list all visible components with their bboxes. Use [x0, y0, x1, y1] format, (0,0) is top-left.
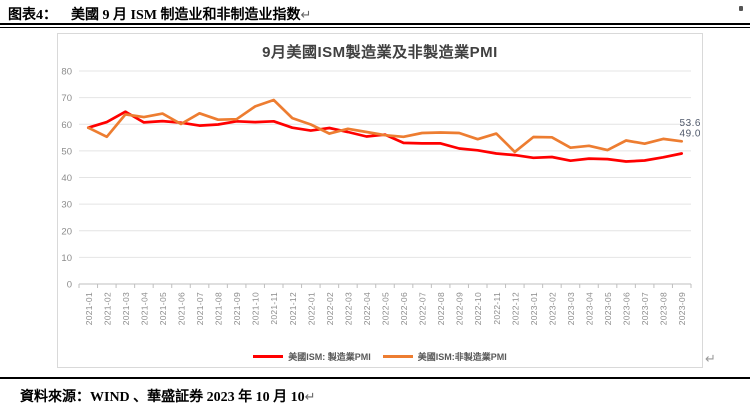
figure-header: 图表4： 美國 9 月 ISM 制造业和非制造业指数↵	[8, 4, 311, 24]
source-note: 資料來源：WIND 、華盛証券 2023 年 10 月 10↵	[20, 386, 316, 406]
chart-return-mark-icon: ↵	[705, 351, 716, 366]
chart-title: 9月美國ISM製造業及非製造業PMI	[262, 44, 498, 61]
chart-plot: 0 10 20 30 40 50 60 70 80 2021-01 2021-02 2021-03 20…	[61, 67, 701, 326]
legend-item: 美國ISM: 製造業PMI	[253, 350, 371, 363]
figure-number-label: 图表4：	[8, 8, 57, 23]
x-tick-label: 2022-02	[325, 292, 335, 325]
y-tick-label: 50	[61, 146, 72, 157]
x-tick-label: 2022-08	[436, 292, 446, 325]
y-tick-label: 70	[61, 93, 72, 104]
legend-label: 美國ISM:非製造業PMI	[417, 352, 507, 362]
x-tick-label: 2022-07	[418, 292, 428, 325]
x-tick-label: 2023-04	[585, 292, 595, 325]
x-tick-label: 2023-06	[622, 292, 632, 325]
return-mark-icon: ↵	[300, 7, 312, 22]
x-tick-label: 2023-03	[566, 292, 576, 325]
x-tick-label: 2022-09	[455, 292, 465, 325]
legend-label: 美國ISM: 製造業PMI	[288, 352, 371, 362]
legend-line-swatch	[253, 355, 284, 358]
figure-title: 美國 9 月 ISM 制造业和非制造业指数	[71, 8, 301, 23]
x-tick-label: 2021-12	[288, 292, 298, 325]
footer-divider	[0, 377, 750, 379]
x-tick-label: 2023-01	[529, 292, 539, 325]
x-tick-label: 2021-03	[121, 292, 131, 325]
y-tick-label: 40	[61, 173, 72, 184]
x-tick-label: 2022-11	[492, 292, 502, 325]
y-tick-label: 0	[67, 280, 72, 291]
x-tick-label: 2023-09	[677, 292, 687, 325]
y-tick-label: 60	[61, 120, 72, 131]
x-tick-label: 2023-07	[640, 292, 650, 325]
x-tick-label: 2022-04	[362, 292, 372, 325]
x-tick-label: 2021-06	[177, 292, 187, 325]
series-line	[86, 110, 684, 163]
x-tick-label: 2022-03	[343, 292, 353, 325]
y-tick-label: 80	[61, 67, 72, 78]
x-tick-label: 2021-01	[84, 292, 94, 325]
series-line	[86, 98, 684, 154]
series-end-value-label: 49.0	[680, 129, 701, 140]
chart-figure: 9月美國ISM製造業及非製造業PMI 0 10 20 30 40 50 60 70 80 2021…	[57, 33, 703, 368]
y-tick-label: 30	[61, 200, 72, 211]
header-divider	[0, 23, 750, 28]
x-tick-label: 2021-09	[232, 292, 242, 325]
x-tick-label: 2022-05	[381, 292, 391, 325]
y-tick-label: 20	[61, 226, 72, 237]
page-corner-mark	[739, 6, 743, 11]
x-tick-label: 2022-06	[399, 292, 409, 325]
chart-legend: 美國ISM: 製造業PMI 美國ISM:非製造業PMI	[58, 350, 702, 363]
x-tick-label: 2021-04	[139, 292, 149, 325]
footer-return-mark-icon: ↵	[304, 389, 316, 404]
x-tick-label: 2021-07	[195, 292, 205, 325]
source-text: 資料來源：WIND 、華盛証券 2023 年 10 月 10	[20, 390, 305, 405]
x-tick-label: 2021-05	[158, 292, 168, 325]
y-tick-label: 10	[61, 253, 72, 264]
series-end-value-label: 53.6	[680, 118, 701, 129]
x-tick-label: 2023-08	[659, 292, 669, 325]
x-tick-label: 2021-02	[102, 292, 112, 325]
legend-line-swatch	[382, 355, 413, 358]
x-tick-label: 2022-12	[510, 292, 520, 325]
x-tick-label: 2023-05	[603, 292, 613, 325]
x-tick-label: 2022-01	[306, 292, 316, 325]
x-tick-label: 2023-02	[547, 292, 557, 325]
x-tick-label: 2022-10	[473, 292, 483, 325]
x-tick-label: 2021-10	[251, 292, 261, 325]
x-tick-label: 2021-08	[214, 292, 224, 325]
x-tick-label: 2021-11	[269, 292, 279, 325]
legend-item: 美國ISM:非製造業PMI	[382, 350, 507, 363]
